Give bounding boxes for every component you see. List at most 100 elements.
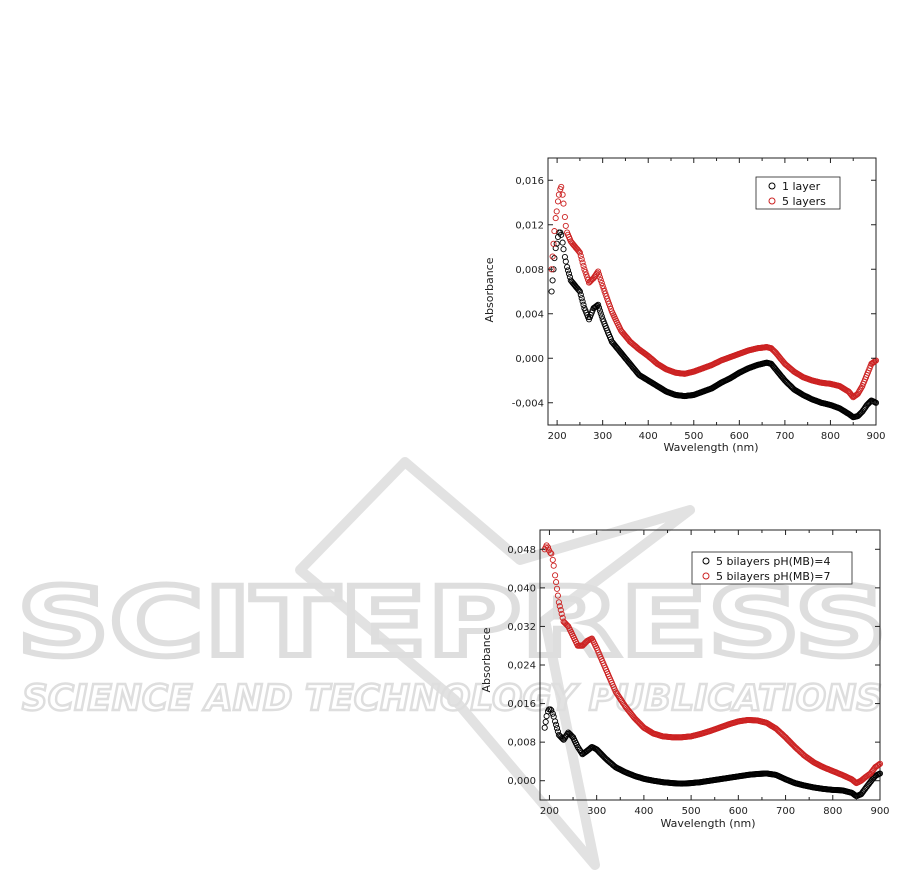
data-point xyxy=(548,550,555,557)
x-tick-label: 400 xyxy=(634,806,653,817)
data-point xyxy=(564,263,571,271)
plot-frame xyxy=(547,157,877,426)
data-point xyxy=(858,384,865,391)
data-point xyxy=(547,549,554,556)
data-point xyxy=(605,300,613,307)
data-point xyxy=(602,290,609,297)
legend-label-1-layer: 1 layer xyxy=(782,180,821,193)
data-point xyxy=(561,253,568,261)
data-point xyxy=(596,274,603,281)
data-point xyxy=(558,183,565,190)
x-tick-label: 700 xyxy=(775,431,794,442)
data-point xyxy=(854,390,861,397)
data-point xyxy=(559,191,566,198)
x-tick-label: 200 xyxy=(540,806,559,817)
data-point xyxy=(876,760,884,767)
data-point xyxy=(549,253,556,260)
data-point xyxy=(555,191,562,198)
x-tick-label: 500 xyxy=(684,431,703,442)
data-point xyxy=(542,718,549,725)
data-point xyxy=(548,288,555,295)
y-tick-label: 0,024 xyxy=(507,661,536,672)
data-point xyxy=(554,592,561,599)
data-point xyxy=(856,387,863,394)
data-point xyxy=(871,358,878,365)
data-point xyxy=(577,252,584,259)
data-point xyxy=(551,255,558,262)
data-point xyxy=(595,301,602,308)
data-point xyxy=(876,761,883,768)
data-point xyxy=(578,256,585,263)
y-tick-label: 0,016 xyxy=(515,176,544,187)
y-tick-label: 0,048 xyxy=(507,545,536,556)
data-point xyxy=(595,304,603,311)
data-point xyxy=(550,562,557,569)
x-tick-label: 900 xyxy=(870,806,889,817)
series-0 xyxy=(548,229,880,421)
data-point xyxy=(555,599,562,606)
y-tick-label: 0,008 xyxy=(507,738,536,749)
x-tick-label: 200 xyxy=(548,431,567,442)
data-point xyxy=(604,295,611,302)
x-axis: 200 300 400 500 600 700 800 900 xyxy=(548,158,886,442)
x-tick-label: 800 xyxy=(821,431,840,442)
data-point xyxy=(585,276,592,283)
y-tick-label: 0,040 xyxy=(507,583,536,594)
data-point xyxy=(576,249,583,256)
y-tick-label: 0,032 xyxy=(507,622,536,633)
data-point xyxy=(557,606,564,614)
data-point xyxy=(549,277,556,284)
data-point xyxy=(595,268,602,275)
data-point xyxy=(544,544,552,551)
absorbance-chart-layers: 200 300 400 500 600 700 800 900 -0,004 0,000 0,00… xyxy=(483,157,886,454)
x-tick-label: 400 xyxy=(639,431,658,442)
data-point xyxy=(598,313,605,320)
legend-marker-1-layer xyxy=(768,182,776,190)
series-0 xyxy=(541,706,884,800)
x-tick-label: 500 xyxy=(682,806,701,817)
data-point xyxy=(876,770,884,777)
data-point xyxy=(599,282,606,289)
x-tick-label: 300 xyxy=(587,806,606,817)
y-tick-label: 0,000 xyxy=(507,776,536,787)
series-1 xyxy=(548,183,880,401)
data-point xyxy=(553,725,561,732)
data-point xyxy=(565,270,573,277)
data-point xyxy=(553,579,560,586)
data-point xyxy=(606,303,614,310)
legend-marker-ph4 xyxy=(702,557,710,565)
watermark-tagline: SCIENCE AND TECHNOLOGY PUBLICATIONS xyxy=(22,678,882,719)
data-point xyxy=(577,291,584,298)
y-tick-label: 0,012 xyxy=(515,220,544,231)
y-tick-label: -0,004 xyxy=(512,398,544,409)
legend: 1 layer 5 layers xyxy=(755,176,841,210)
data-point xyxy=(553,240,560,247)
data-point xyxy=(553,721,560,728)
legend-label-ph4: 5 bilayers pH(MB)=4 xyxy=(716,555,830,568)
y-tick-label: 0,004 xyxy=(515,309,544,320)
data-point xyxy=(549,710,556,717)
data-point xyxy=(578,295,585,302)
data-point xyxy=(563,621,570,628)
data-point xyxy=(541,724,548,731)
data-point xyxy=(562,258,569,265)
data-point xyxy=(581,266,588,273)
legend-label-ph7: 5 bilayers pH(MB)=7 xyxy=(716,570,830,583)
data-point xyxy=(568,732,575,739)
data-point xyxy=(558,610,565,617)
data-point xyxy=(559,239,566,246)
data-point xyxy=(564,267,572,274)
data-point xyxy=(576,288,583,295)
data-point xyxy=(560,200,567,207)
y-axis-label: Absorbance xyxy=(483,257,496,322)
legend-marker-ph7 xyxy=(702,572,710,580)
legend-box xyxy=(691,551,853,585)
data-point xyxy=(579,298,586,305)
data-point xyxy=(550,240,557,247)
data-point xyxy=(596,307,603,314)
series-1 xyxy=(541,542,884,787)
x-tick-label: 700 xyxy=(776,806,795,817)
data-point xyxy=(579,259,586,266)
data-point xyxy=(552,215,559,222)
plot-area xyxy=(547,157,880,426)
